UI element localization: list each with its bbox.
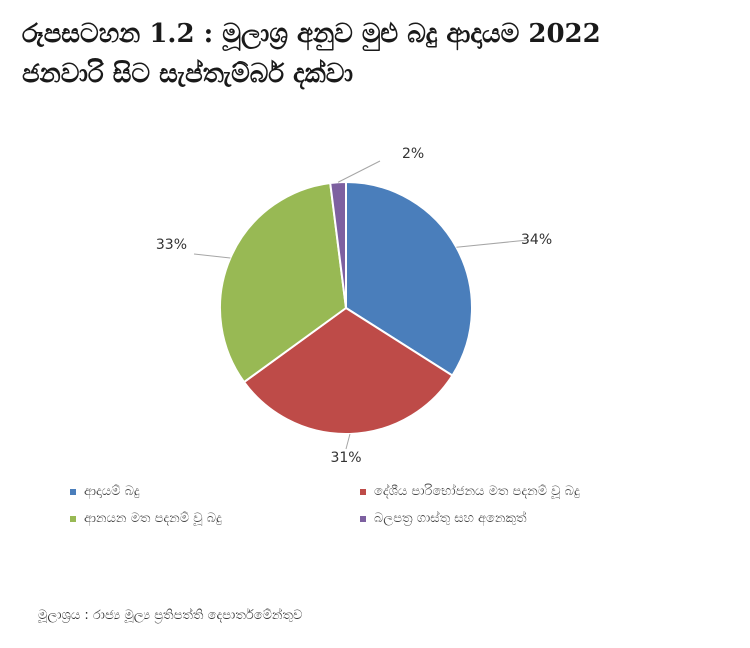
legend-label: ආදායම් බදු: [84, 484, 140, 499]
pie-slice: [242, 306, 454, 436]
leader-line: [345, 433, 351, 450]
data-label: 31%: [330, 450, 361, 466]
legend-label: බලපත්‍ර ගාස්තු සහ අනෙකුත්: [374, 511, 527, 526]
legend-label: ආනයන මත පදනම් වූ බදු: [84, 511, 222, 526]
legend-swatch: [70, 515, 76, 522]
legend-item: ආනයන මත පදනම් වූ බදු: [70, 511, 360, 526]
leader-line: [193, 253, 231, 259]
chart-title-line-2: ජනවාරි සිට සැප්තැම්බර් දක්වා: [22, 59, 354, 89]
legend-item: දේශීය පාරිභෝජනය මත පදනම් වූ බදු: [360, 484, 660, 499]
data-label: 33%: [156, 237, 187, 253]
legend-item: ආදායම් බදු: [70, 484, 360, 499]
chart-title: රූපසටහන 1.2 : මූලාශ්‍ර අනුව මුළු බදු ආදා…: [22, 14, 732, 94]
chart-title-line-1: රූපසටහන 1.2 : මූලාශ්‍ර අනුව මුළු බදු ආදා…: [22, 19, 601, 49]
legend-swatch: [360, 488, 366, 495]
data-label: 34%: [521, 232, 552, 248]
source-note: මූලාශ්‍රය : රාජ්‍ය මූල්‍ය ප්‍රතිපත්ති දෙ…: [38, 608, 303, 623]
legend-item: බලපත්‍ර ගාස්තු සහ අනෙකුත්: [360, 511, 660, 526]
legend-swatch: [70, 488, 76, 495]
data-label: 2%: [402, 146, 424, 162]
leader-line: [456, 239, 529, 248]
legend-swatch: [360, 515, 366, 522]
chart-legend: ආදායම් බදු දේශීය පාරිභෝජනය මත පදනම් වූ බ…: [70, 484, 670, 526]
leader-line: [337, 160, 381, 183]
legend-label: දේශීය පාරිභෝජනය මත පදනම් වූ බදු: [374, 484, 580, 499]
